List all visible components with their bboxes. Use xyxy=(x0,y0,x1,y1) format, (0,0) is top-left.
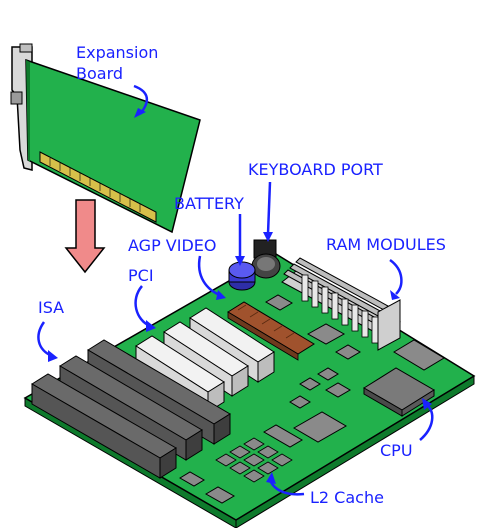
board-chips xyxy=(179,294,445,504)
battery xyxy=(228,261,256,291)
agp-video-slot xyxy=(227,301,315,361)
pci-slots xyxy=(135,307,275,413)
agp-video-label: AGP VIDEO xyxy=(128,236,217,255)
keyboard-port xyxy=(251,239,281,279)
cpu-chip xyxy=(363,367,435,417)
isa-label: ISA xyxy=(38,298,65,317)
expansion-board xyxy=(10,43,201,234)
callout-lines xyxy=(37,84,434,496)
cpu-label: CPU xyxy=(380,441,413,460)
battery-label: BATTERY xyxy=(174,194,244,213)
expansion-board-label-line1: Expansion xyxy=(76,43,159,62)
l2-cache-chips xyxy=(215,437,293,483)
expansion-board-label-line2: Board xyxy=(76,64,124,83)
l2-cache-label: L2 Cache xyxy=(310,488,384,507)
keyboard-port-label: KEYBOARD PORT xyxy=(248,160,383,179)
isa-slots xyxy=(31,339,231,479)
pci-label: PCI xyxy=(128,266,154,285)
ram-modules-label: RAM MODULES xyxy=(326,235,446,254)
ram-modules xyxy=(281,257,401,351)
down-arrow-icon xyxy=(64,199,106,274)
